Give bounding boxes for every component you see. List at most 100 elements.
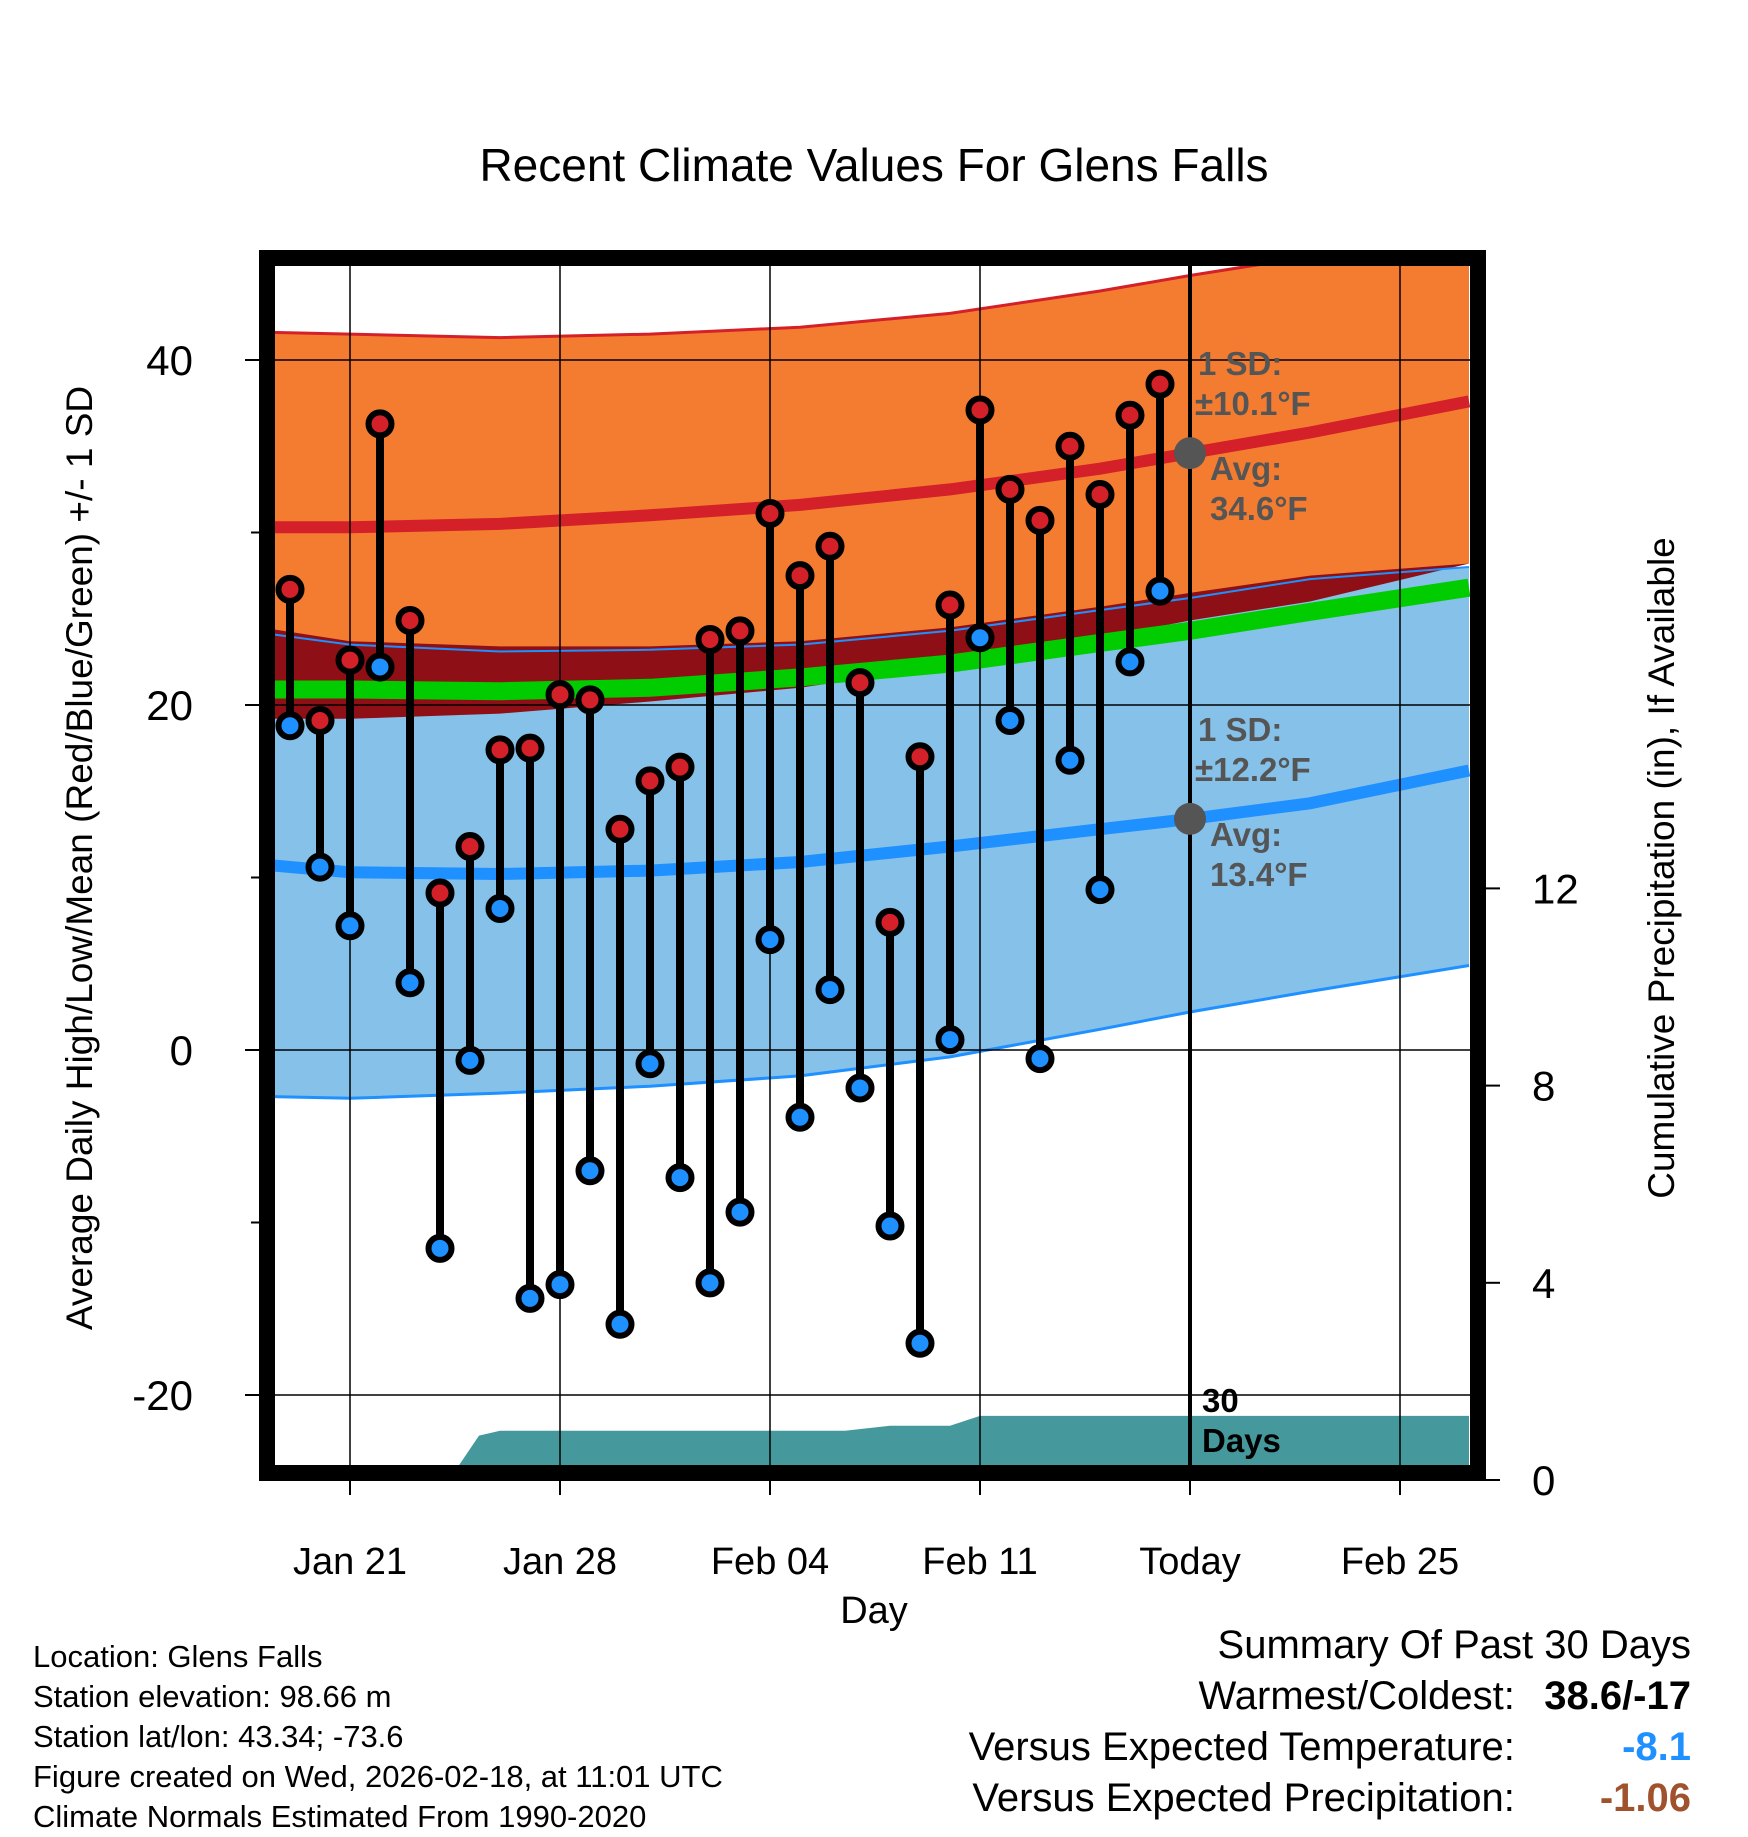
summary-warmest-value: 38.6/-17 xyxy=(1544,1674,1691,1718)
daily-high-point xyxy=(1145,369,1175,399)
daily-high-point xyxy=(1025,505,1055,535)
station-info: Location: Glens Falls Station elevation:… xyxy=(33,1637,723,1837)
summary-warmest-row: Warmest/Coldest: 38.6/-17 xyxy=(969,1671,1692,1722)
daily-low-point xyxy=(755,925,785,955)
sd-label-low: 1 SD: xyxy=(1198,711,1282,748)
daily-low-point xyxy=(665,1163,695,1193)
x-tick-label: Jan 21 xyxy=(293,1541,407,1583)
daily-high-point xyxy=(485,735,515,765)
avg-marker-high xyxy=(1174,437,1206,470)
daily-high-point xyxy=(785,561,815,591)
info-elevation: Station elevation: 98.66 m xyxy=(33,1679,392,1714)
summary-temp-label: Versus Expected Temperature: xyxy=(968,1725,1515,1769)
x-tick-label: Feb 11 xyxy=(922,1541,1037,1583)
daily-low-point xyxy=(455,1045,485,1075)
low-upper-line xyxy=(271,566,1470,653)
daily-high-point xyxy=(635,766,665,796)
daily-high-point xyxy=(365,409,395,439)
y-tick-label: 20 xyxy=(146,682,193,729)
summary-title: Summary Of Past 30 Days xyxy=(1217,1623,1691,1667)
y2-tick-label: 0 xyxy=(1532,1457,1555,1504)
precip-area xyxy=(453,1415,1469,1473)
daily-high-point xyxy=(1115,400,1145,430)
x-axis-label: Day xyxy=(840,1590,908,1632)
daily-low-point xyxy=(545,1270,575,1300)
daily-high-point xyxy=(935,590,965,620)
daily-low-point xyxy=(365,652,395,682)
summary-temp-value: -8.1 xyxy=(1622,1725,1691,1769)
daily-low-point xyxy=(605,1309,635,1339)
daily-high-point xyxy=(755,499,785,529)
chart-title: Recent Climate Values For Glens Falls xyxy=(479,139,1268,191)
daily-high-point xyxy=(905,742,935,772)
x-tick-label: Today xyxy=(1139,1541,1240,1583)
daily-high-point xyxy=(845,668,875,698)
daily-high-point xyxy=(815,531,845,561)
high-avg-line xyxy=(272,395,1471,534)
mean-sd-band xyxy=(272,563,1469,719)
daily-high-point xyxy=(545,680,575,710)
daily-low-point xyxy=(965,623,995,653)
daily-low-point xyxy=(515,1283,545,1313)
daily-low-point xyxy=(1145,576,1175,606)
avg-value-high: 34.6°F xyxy=(1210,490,1308,527)
sd-label-high: 1 SD: xyxy=(1198,345,1282,382)
avg-label-high: Avg: xyxy=(1210,450,1282,487)
summary-panel: Summary Of Past 30 Days Warmest/Coldest:… xyxy=(969,1620,1691,1824)
today-label-count: 30 xyxy=(1202,1382,1239,1419)
daily-high-point xyxy=(305,706,335,736)
daily-low-point xyxy=(875,1211,905,1241)
y2-tick-label: 4 xyxy=(1532,1260,1555,1307)
summary-precip-label: Versus Expected Precipitation: xyxy=(972,1776,1515,1820)
daily-high-point xyxy=(665,752,695,782)
daily-low-point xyxy=(1025,1044,1055,1074)
daily-high-point xyxy=(425,878,455,908)
daily-low-point xyxy=(995,706,1025,736)
low-avg-line xyxy=(271,764,1471,881)
daily-high-point xyxy=(1085,480,1115,510)
avg-label-low: Avg: xyxy=(1210,816,1282,853)
plot-frame xyxy=(259,250,1486,1481)
daily-low-point xyxy=(395,968,425,998)
mean-avg-line xyxy=(272,578,1471,701)
info-normals: Climate Normals Estimated From 1990-2020 xyxy=(33,1799,647,1834)
daily-high-point xyxy=(1055,431,1085,461)
summary-warmest-label: Warmest/Coldest: xyxy=(1198,1674,1515,1718)
today-label-days: Days xyxy=(1202,1422,1281,1459)
daily-low-point xyxy=(275,711,305,741)
y-axis-label: Average Daily High/Low/Mean (Red/Blue/Gr… xyxy=(59,386,100,1330)
y2-tick-label: 12 xyxy=(1532,865,1579,912)
daily-low-point xyxy=(425,1233,455,1263)
daily-low-point xyxy=(695,1268,725,1298)
y2-tick-label: 8 xyxy=(1532,1063,1555,1110)
daily-low-point xyxy=(1085,875,1115,905)
avg-marker-low xyxy=(1174,802,1206,835)
daily-low-point xyxy=(1055,745,1085,775)
sd-value-high: ±10.1°F xyxy=(1195,385,1311,422)
sd-value-low: ±12.2°F xyxy=(1195,751,1311,788)
x-tick-label: Jan 28 xyxy=(503,1541,617,1583)
info-location: Location: Glens Falls xyxy=(33,1639,323,1674)
daily-low-point xyxy=(635,1049,665,1079)
daily-low-point xyxy=(725,1197,755,1227)
daily-high-point xyxy=(725,616,755,646)
daily-low-point xyxy=(575,1156,605,1186)
daily-high-point xyxy=(965,395,995,425)
daily-high-point xyxy=(575,685,605,715)
plot-interior xyxy=(267,258,1478,1473)
info-latlon: Station lat/lon: 43.34; -73.6 xyxy=(33,1719,404,1754)
summary-precip-row: Versus Expected Precipitation: -1.06 xyxy=(969,1773,1691,1824)
avg-value-low: 13.4°F xyxy=(1210,856,1308,893)
daily-low-point xyxy=(815,975,845,1005)
daily-low-point xyxy=(485,894,515,924)
y-tick-label: -20 xyxy=(132,1372,193,1419)
info-created: Figure created on Wed, 2026-02-18, at 11… xyxy=(33,1759,723,1794)
daily-low-point xyxy=(785,1102,815,1132)
daily-high-point xyxy=(335,645,365,675)
daily-low-point xyxy=(905,1328,935,1358)
daily-low-point xyxy=(935,1025,965,1055)
summary-precip-value: -1.06 xyxy=(1599,1776,1691,1820)
daily-high-point xyxy=(695,624,725,654)
daily-high-point xyxy=(395,605,425,635)
